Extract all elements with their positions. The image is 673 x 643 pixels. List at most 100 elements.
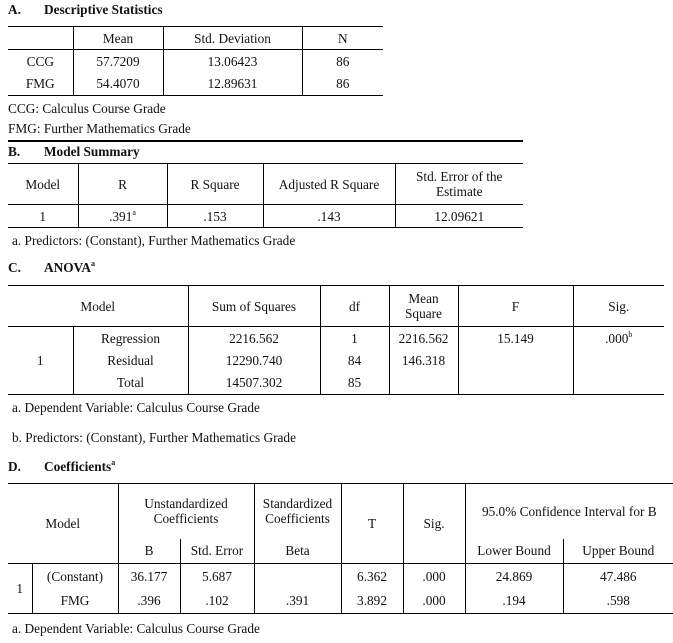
section-label: A. bbox=[8, 2, 21, 17]
sig-text: .000 bbox=[605, 331, 629, 346]
cell: .396 bbox=[117, 588, 180, 614]
header-cell: Std. Deviation bbox=[162, 26, 302, 50]
table-header-row: Mean Std. Deviation N bbox=[8, 26, 383, 50]
header-cell: Unstandardized Coefficients bbox=[117, 483, 255, 539]
header-cell: Sum of Squares bbox=[187, 285, 320, 327]
section-c-heading: C. ANOVAa bbox=[8, 260, 308, 276]
cell: 2216.562 bbox=[187, 326, 320, 350]
title-text: ANOVA bbox=[44, 260, 92, 275]
section-title: Descriptive Statistics bbox=[44, 2, 163, 17]
model-number: 1 bbox=[36, 353, 44, 368]
header-cell: F bbox=[457, 285, 573, 327]
anova-table: Model Sum of Squares df Mean Square F Si… bbox=[8, 285, 664, 395]
header-cell: Sig. bbox=[402, 483, 466, 564]
table-header-row: Model Unstandardized Coefficients Standa… bbox=[8, 483, 673, 564]
table-row: Residual 12290.740 84 146.318 bbox=[8, 349, 664, 372]
header-cell: B bbox=[117, 538, 180, 564]
cell: .102 bbox=[179, 588, 255, 614]
footnote: b. Predictors: (Constant), Further Mathe… bbox=[12, 430, 296, 445]
cell: 2216.562 bbox=[388, 326, 458, 350]
header-cell: Standardized Coefficients bbox=[253, 483, 342, 539]
header-cell: Sig. bbox=[572, 285, 664, 327]
cell: .000 bbox=[402, 563, 466, 589]
cell: 54.4070 bbox=[72, 72, 163, 96]
table-row: FMG .396 .102 .391 3.892 .000 .194 .598 bbox=[8, 588, 673, 614]
section-label: C. bbox=[8, 260, 21, 275]
cell: .391 bbox=[253, 588, 342, 614]
row-label: Residual bbox=[72, 349, 188, 372]
header-cell: Model bbox=[8, 285, 188, 327]
cell: .143 bbox=[262, 204, 395, 228]
footnote-marker: a bbox=[91, 259, 96, 268]
table-row: FMG 54.4070 12.89631 86 bbox=[8, 72, 383, 96]
table-header-row: Model R R Square Adjusted R Square Std. … bbox=[8, 163, 523, 205]
section-title: Model Summary bbox=[44, 144, 140, 159]
header-cell: Beta bbox=[253, 538, 342, 564]
cell: 85 bbox=[319, 371, 389, 395]
cell: 57.7209 bbox=[72, 49, 163, 73]
section-title: Coefficientsa bbox=[44, 459, 115, 475]
cell: .194 bbox=[464, 588, 564, 614]
header-cell: Lower Bound bbox=[464, 538, 564, 564]
footnote: CCG: Calculus Course Grade bbox=[8, 101, 166, 116]
footnote-marker: a bbox=[111, 458, 116, 467]
row-label: Regression bbox=[72, 326, 188, 350]
header-cell: df bbox=[319, 285, 389, 327]
cell: 13.06423 bbox=[162, 49, 302, 73]
cell: 36.177 bbox=[117, 563, 180, 589]
table-row: CCG 57.7209 13.06423 86 bbox=[8, 49, 383, 73]
cell: 86 bbox=[301, 72, 383, 96]
title-text: Coefficients bbox=[44, 459, 112, 474]
table-row: 1 (Constant) 36.177 5.687 6.362 .000 24.… bbox=[8, 563, 673, 596]
cell: 1 bbox=[319, 326, 389, 350]
cell bbox=[253, 563, 342, 589]
row-label: FMG bbox=[31, 588, 118, 614]
model-summary-table: Model R R Square Adjusted R Square Std. … bbox=[8, 163, 523, 228]
table-header-row: Model Sum of Squares df Mean Square F Si… bbox=[8, 285, 664, 327]
section-title: ANOVAa bbox=[44, 260, 95, 276]
cell: .153 bbox=[166, 204, 263, 228]
header-cell: Mean bbox=[72, 26, 163, 50]
cell: 24.869 bbox=[464, 563, 564, 589]
cell: .000 bbox=[402, 588, 466, 614]
cell: 5.687 bbox=[179, 563, 255, 589]
cell: 146.318 bbox=[388, 349, 458, 372]
cell bbox=[388, 371, 458, 395]
cell: .391a bbox=[77, 204, 167, 228]
table-row: 1 Regression 2216.562 1 2216.562 15.149 … bbox=[8, 326, 664, 395]
footnote-marker: a bbox=[132, 207, 136, 217]
cell: 84 bbox=[319, 349, 389, 372]
footnote: FMG: Further Mathematics Grade bbox=[8, 121, 191, 136]
row-label: (Constant) bbox=[31, 563, 118, 589]
table-subheader-row: B Std. Error Beta Lower Bound Upper Boun… bbox=[8, 538, 673, 564]
section-label: B. bbox=[8, 144, 21, 159]
section-b-heading: B. Model Summary bbox=[8, 144, 308, 160]
row-label: CCG bbox=[26, 53, 54, 69]
footnote: a. Predictors: (Constant), Further Mathe… bbox=[12, 233, 296, 248]
header-cell: R Square bbox=[166, 163, 263, 205]
footnote: a. Dependent Variable: Calculus Course G… bbox=[12, 400, 260, 415]
descriptive-statistics-table: Mean Std. Deviation N CCG 57.7209 13.064… bbox=[8, 26, 383, 96]
header-cell: Mean Square bbox=[388, 285, 458, 327]
header-cell bbox=[8, 26, 73, 50]
table-row: Total 14507.302 85 bbox=[8, 371, 664, 395]
section-label: D. bbox=[8, 459, 21, 474]
section-a-heading: A. Descriptive Statistics bbox=[8, 2, 308, 18]
header-cell: Adjusted R Square bbox=[262, 163, 395, 205]
footnote: a. Dependent Variable: Calculus Course G… bbox=[12, 621, 260, 636]
header-cell: Model bbox=[8, 483, 118, 564]
model-number: 1 bbox=[16, 581, 24, 596]
cell: 12.09621 bbox=[394, 204, 523, 228]
header-cell: 95.0% Confidence Interval for B bbox=[464, 483, 673, 539]
header-cell: N bbox=[301, 26, 383, 50]
header-cell: Std. Error bbox=[179, 538, 255, 564]
coefficients-table: Model Unstandardized Coefficients Standa… bbox=[8, 483, 673, 614]
cell: 6.362 bbox=[340, 563, 404, 589]
header-cell: Std. Error of the Estimate bbox=[394, 163, 523, 205]
table-row: 1 .391a .153 .143 12.09621 bbox=[8, 204, 523, 228]
sig-value: .000b bbox=[572, 326, 664, 395]
r-value: .391 bbox=[109, 208, 133, 224]
header-cell: T bbox=[340, 483, 404, 564]
section-d-heading: D. Coefficientsa bbox=[8, 459, 308, 475]
header-cell: Upper Bound bbox=[562, 538, 673, 564]
